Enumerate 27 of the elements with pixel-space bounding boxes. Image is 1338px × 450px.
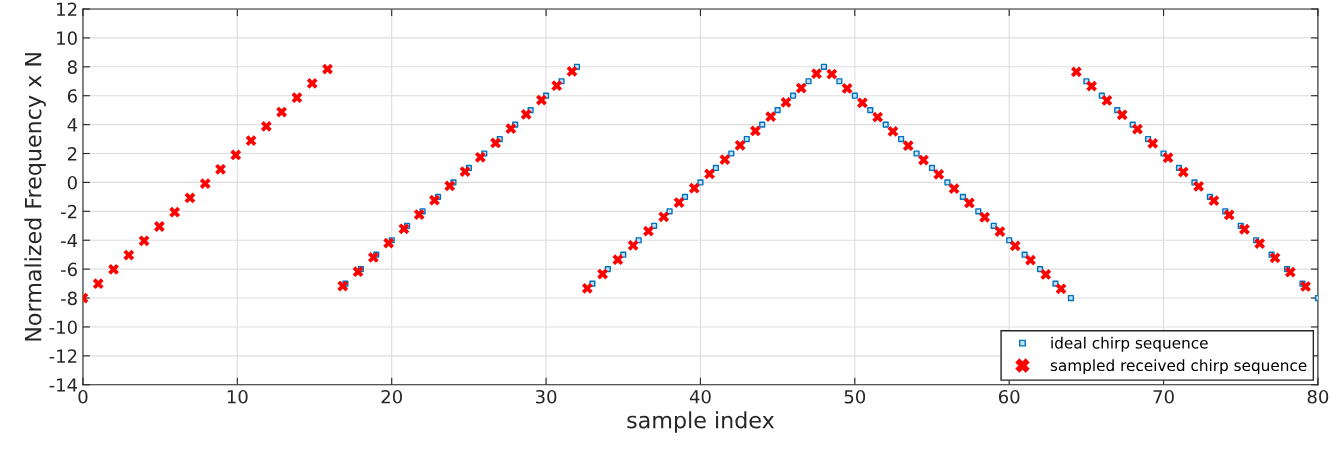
x-tick-label: 10 (227, 389, 248, 404)
y-tick-label: 6 (67, 89, 77, 103)
x-tick-label: 60 (998, 389, 1020, 404)
y-tick-label: 0 (67, 175, 77, 190)
legend-label: ideal chirp sequence (1051, 336, 1208, 352)
x-tick-label: 0 (78, 389, 88, 404)
x-tick-label: 30 (535, 389, 557, 404)
legend-label: sampled received chirp sequence (1050, 359, 1307, 375)
y-tick-label: -14 (49, 378, 78, 392)
y-tick-label: -6 (60, 262, 77, 277)
y-tick-label: -12 (49, 349, 77, 363)
x-tick-label: 80 (1307, 389, 1329, 404)
y-tick-label: 10 (57, 31, 77, 46)
x-tick-label: 70 (1153, 389, 1174, 404)
y-tick-label: 12 (57, 2, 77, 16)
x-tick-label: 40 (689, 389, 711, 404)
y-axis-title: Normalized Frequency x N (24, 53, 46, 341)
y-tick-label: 8 (67, 60, 77, 74)
y-tick-label: -10 (49, 320, 77, 335)
y-tick-label: 4 (67, 118, 78, 132)
x-tick-label: 50 (844, 389, 866, 404)
x-axis-title: sample index (627, 411, 775, 433)
y-tick-label: -4 (60, 233, 78, 248)
x-tick-label: 20 (381, 389, 402, 404)
y-tick-label: 2 (67, 146, 77, 161)
y-tick-label: -2 (60, 204, 77, 219)
y-tick-label: -8 (60, 291, 77, 306)
